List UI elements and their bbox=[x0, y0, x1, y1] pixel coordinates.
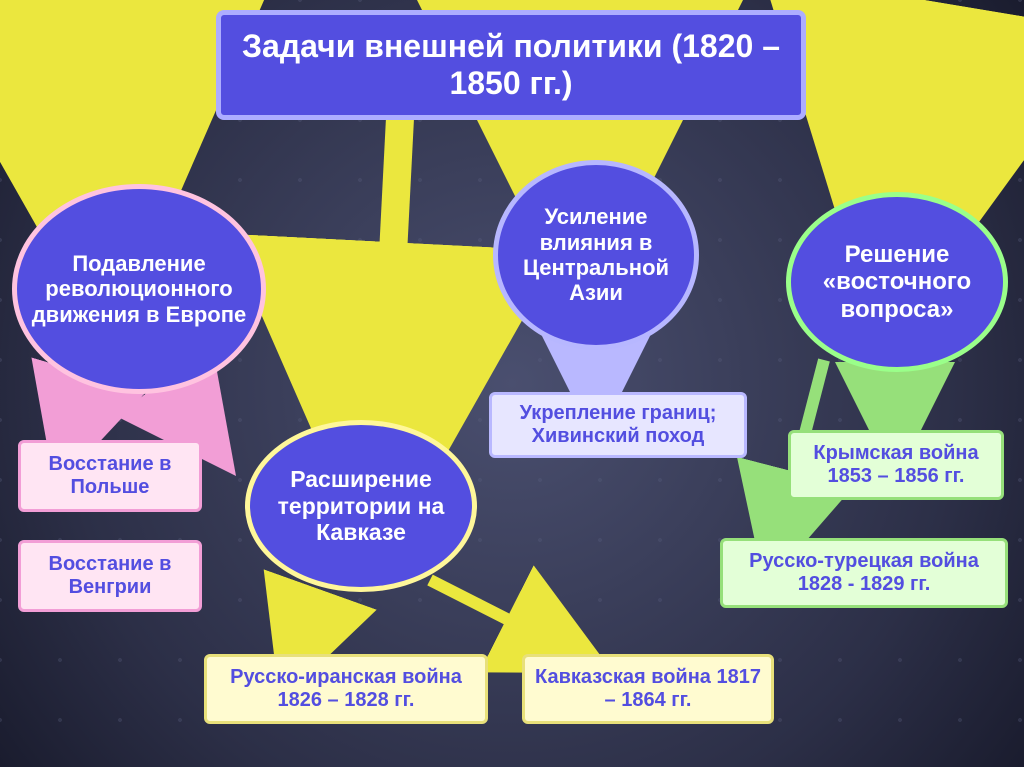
arrow-europe-to-hungary bbox=[170, 388, 200, 428]
title-box: Задачи внешней политики (1820 – 1850 гг.… bbox=[216, 10, 806, 120]
arrow-caucasus-to-iran bbox=[300, 590, 320, 646]
box-caucasian-war: Кавказская война 1817 – 1864 гг. bbox=[522, 654, 774, 724]
arrow-title-to-caucasus bbox=[385, 118, 400, 410]
box-hungary: Восстание в Венгрии bbox=[18, 540, 202, 612]
arrow-caucasus-to-caucasian-war bbox=[430, 580, 560, 646]
arrow-title-to-eastern bbox=[790, 45, 914, 180]
box-poland: Восстание в Польше bbox=[18, 440, 202, 512]
box-crimea: Крымская война 1853 – 1856 гг. bbox=[788, 430, 1004, 500]
box-iran: Русско-иранская война 1826 – 1828 гг. bbox=[204, 654, 488, 724]
ellipse-eastern: Решение «восточного вопроса» bbox=[786, 192, 1008, 372]
box-turkish: Русско-турецкая война 1828 - 1829 гг. bbox=[720, 538, 1008, 608]
ellipse-europe: Подавление революционного движения в Евр… bbox=[12, 184, 266, 394]
box-khiva: Укрепление границ; Хивинский поход bbox=[489, 392, 747, 458]
diagram-stage: Задачи внешней политики (1820 – 1850 гг.… bbox=[0, 0, 1024, 767]
ellipse-caucasus: Расширение территории на Кавказе bbox=[245, 420, 477, 592]
ellipse-asia: Усиление влияния в Центральной Азии bbox=[493, 160, 699, 350]
arrow-title-to-europe bbox=[100, 45, 232, 175]
arrow-europe-to-poland bbox=[72, 388, 85, 432]
